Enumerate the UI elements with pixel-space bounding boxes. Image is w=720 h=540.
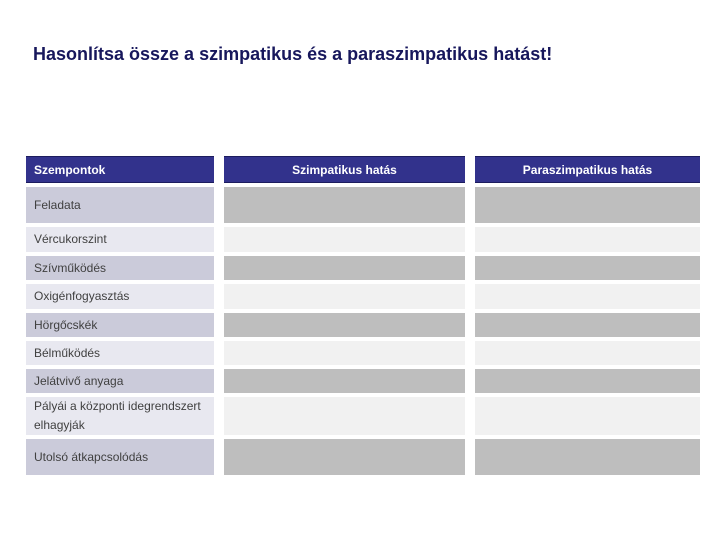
cell-paraszimpatikus [475, 369, 700, 393]
column-header-szimpatikus: Szimpatikus hatás [224, 156, 465, 183]
cell-paraszimpatikus [475, 313, 700, 337]
cell-szimpatikus [224, 313, 465, 337]
row-label: Szívműködés [26, 256, 214, 280]
cell-szimpatikus [224, 341, 465, 365]
cell-paraszimpatikus [475, 397, 700, 435]
row-label: Utolsó átkapcsolódás [26, 439, 214, 475]
cell-paraszimpatikus [475, 341, 700, 365]
cell-szimpatikus [224, 284, 465, 309]
cell-szimpatikus [224, 369, 465, 393]
row-label: Hörgőcskék [26, 313, 214, 337]
cell-paraszimpatikus [475, 284, 700, 309]
comparison-table: Szempontok Szimpatikus hatás Paraszimpat… [26, 156, 700, 475]
row-label: Vércukorszint [26, 227, 214, 252]
cell-paraszimpatikus [475, 256, 700, 280]
cell-paraszimpatikus [475, 227, 700, 252]
cell-szimpatikus [224, 439, 465, 475]
cell-szimpatikus [224, 397, 465, 435]
row-label: Oxigénfogyasztás [26, 284, 214, 309]
slide-title: Hasonlítsa össze a szimpatikus és a para… [33, 44, 553, 64]
cell-paraszimpatikus [475, 439, 700, 475]
cell-szimpatikus [224, 256, 465, 280]
column-header-paraszimpatikus: Paraszimpatikus hatás [475, 156, 700, 183]
row-label: Pályái a központi idegrendszert elhagyjá… [26, 397, 214, 435]
cell-szimpatikus [224, 227, 465, 252]
column-header-szempontok: Szempontok [26, 156, 214, 183]
cell-szimpatikus [224, 187, 465, 223]
cell-paraszimpatikus [475, 187, 700, 223]
row-label: Jelátvivő anyaga [26, 369, 214, 393]
row-label: Feladata [26, 187, 214, 223]
row-label: Bélműködés [26, 341, 214, 365]
